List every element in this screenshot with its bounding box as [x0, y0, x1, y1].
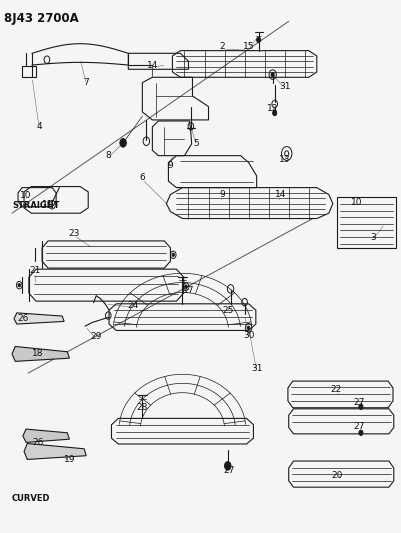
- Text: 17: 17: [183, 286, 194, 295]
- Text: 2: 2: [220, 43, 225, 51]
- Circle shape: [359, 430, 363, 435]
- Circle shape: [172, 253, 174, 256]
- Text: 25: 25: [222, 306, 233, 315]
- Text: 7: 7: [83, 78, 89, 87]
- Text: 5: 5: [194, 140, 199, 148]
- Circle shape: [247, 326, 250, 329]
- Text: 14: 14: [147, 61, 158, 69]
- Text: 8: 8: [105, 151, 111, 160]
- Text: STRAIGHT: STRAIGHT: [12, 201, 59, 209]
- Circle shape: [273, 110, 277, 116]
- Circle shape: [359, 404, 363, 409]
- Text: 12: 12: [267, 104, 278, 112]
- Text: 26: 26: [32, 438, 44, 447]
- Polygon shape: [14, 313, 64, 324]
- Text: 23: 23: [69, 229, 80, 238]
- Text: 4: 4: [36, 123, 42, 131]
- Polygon shape: [24, 443, 86, 459]
- Circle shape: [225, 462, 231, 470]
- Text: 10: 10: [20, 191, 32, 200]
- Circle shape: [185, 285, 187, 288]
- Text: 31: 31: [279, 82, 290, 91]
- Text: 27: 27: [353, 422, 365, 431]
- Text: 26: 26: [18, 314, 29, 323]
- Text: 3: 3: [370, 233, 376, 241]
- Circle shape: [271, 72, 274, 77]
- Text: 20: 20: [331, 472, 342, 480]
- Circle shape: [257, 37, 261, 43]
- Text: 29: 29: [91, 333, 102, 341]
- Text: 22: 22: [330, 385, 342, 393]
- Polygon shape: [23, 429, 69, 442]
- Text: 19: 19: [65, 455, 76, 464]
- Text: 27: 27: [223, 466, 234, 474]
- Text: 13: 13: [279, 156, 290, 164]
- Text: 11: 11: [43, 200, 54, 208]
- Text: 15: 15: [243, 43, 254, 51]
- Circle shape: [120, 139, 126, 147]
- Text: 27: 27: [353, 398, 365, 407]
- Text: 14: 14: [275, 190, 286, 199]
- Text: 28: 28: [137, 403, 148, 412]
- Text: 30: 30: [243, 332, 254, 340]
- Text: 21: 21: [30, 266, 41, 275]
- Text: 8J43 2700A: 8J43 2700A: [4, 12, 79, 25]
- Circle shape: [18, 284, 20, 287]
- Polygon shape: [12, 346, 69, 361]
- Text: 9: 9: [220, 190, 225, 199]
- Text: 31: 31: [251, 365, 262, 373]
- Text: 10: 10: [351, 198, 363, 207]
- Text: 18: 18: [32, 349, 44, 358]
- Text: 24: 24: [128, 301, 139, 310]
- Text: 9: 9: [168, 161, 173, 169]
- Text: CURVED: CURVED: [12, 494, 51, 503]
- Text: 6: 6: [140, 173, 145, 182]
